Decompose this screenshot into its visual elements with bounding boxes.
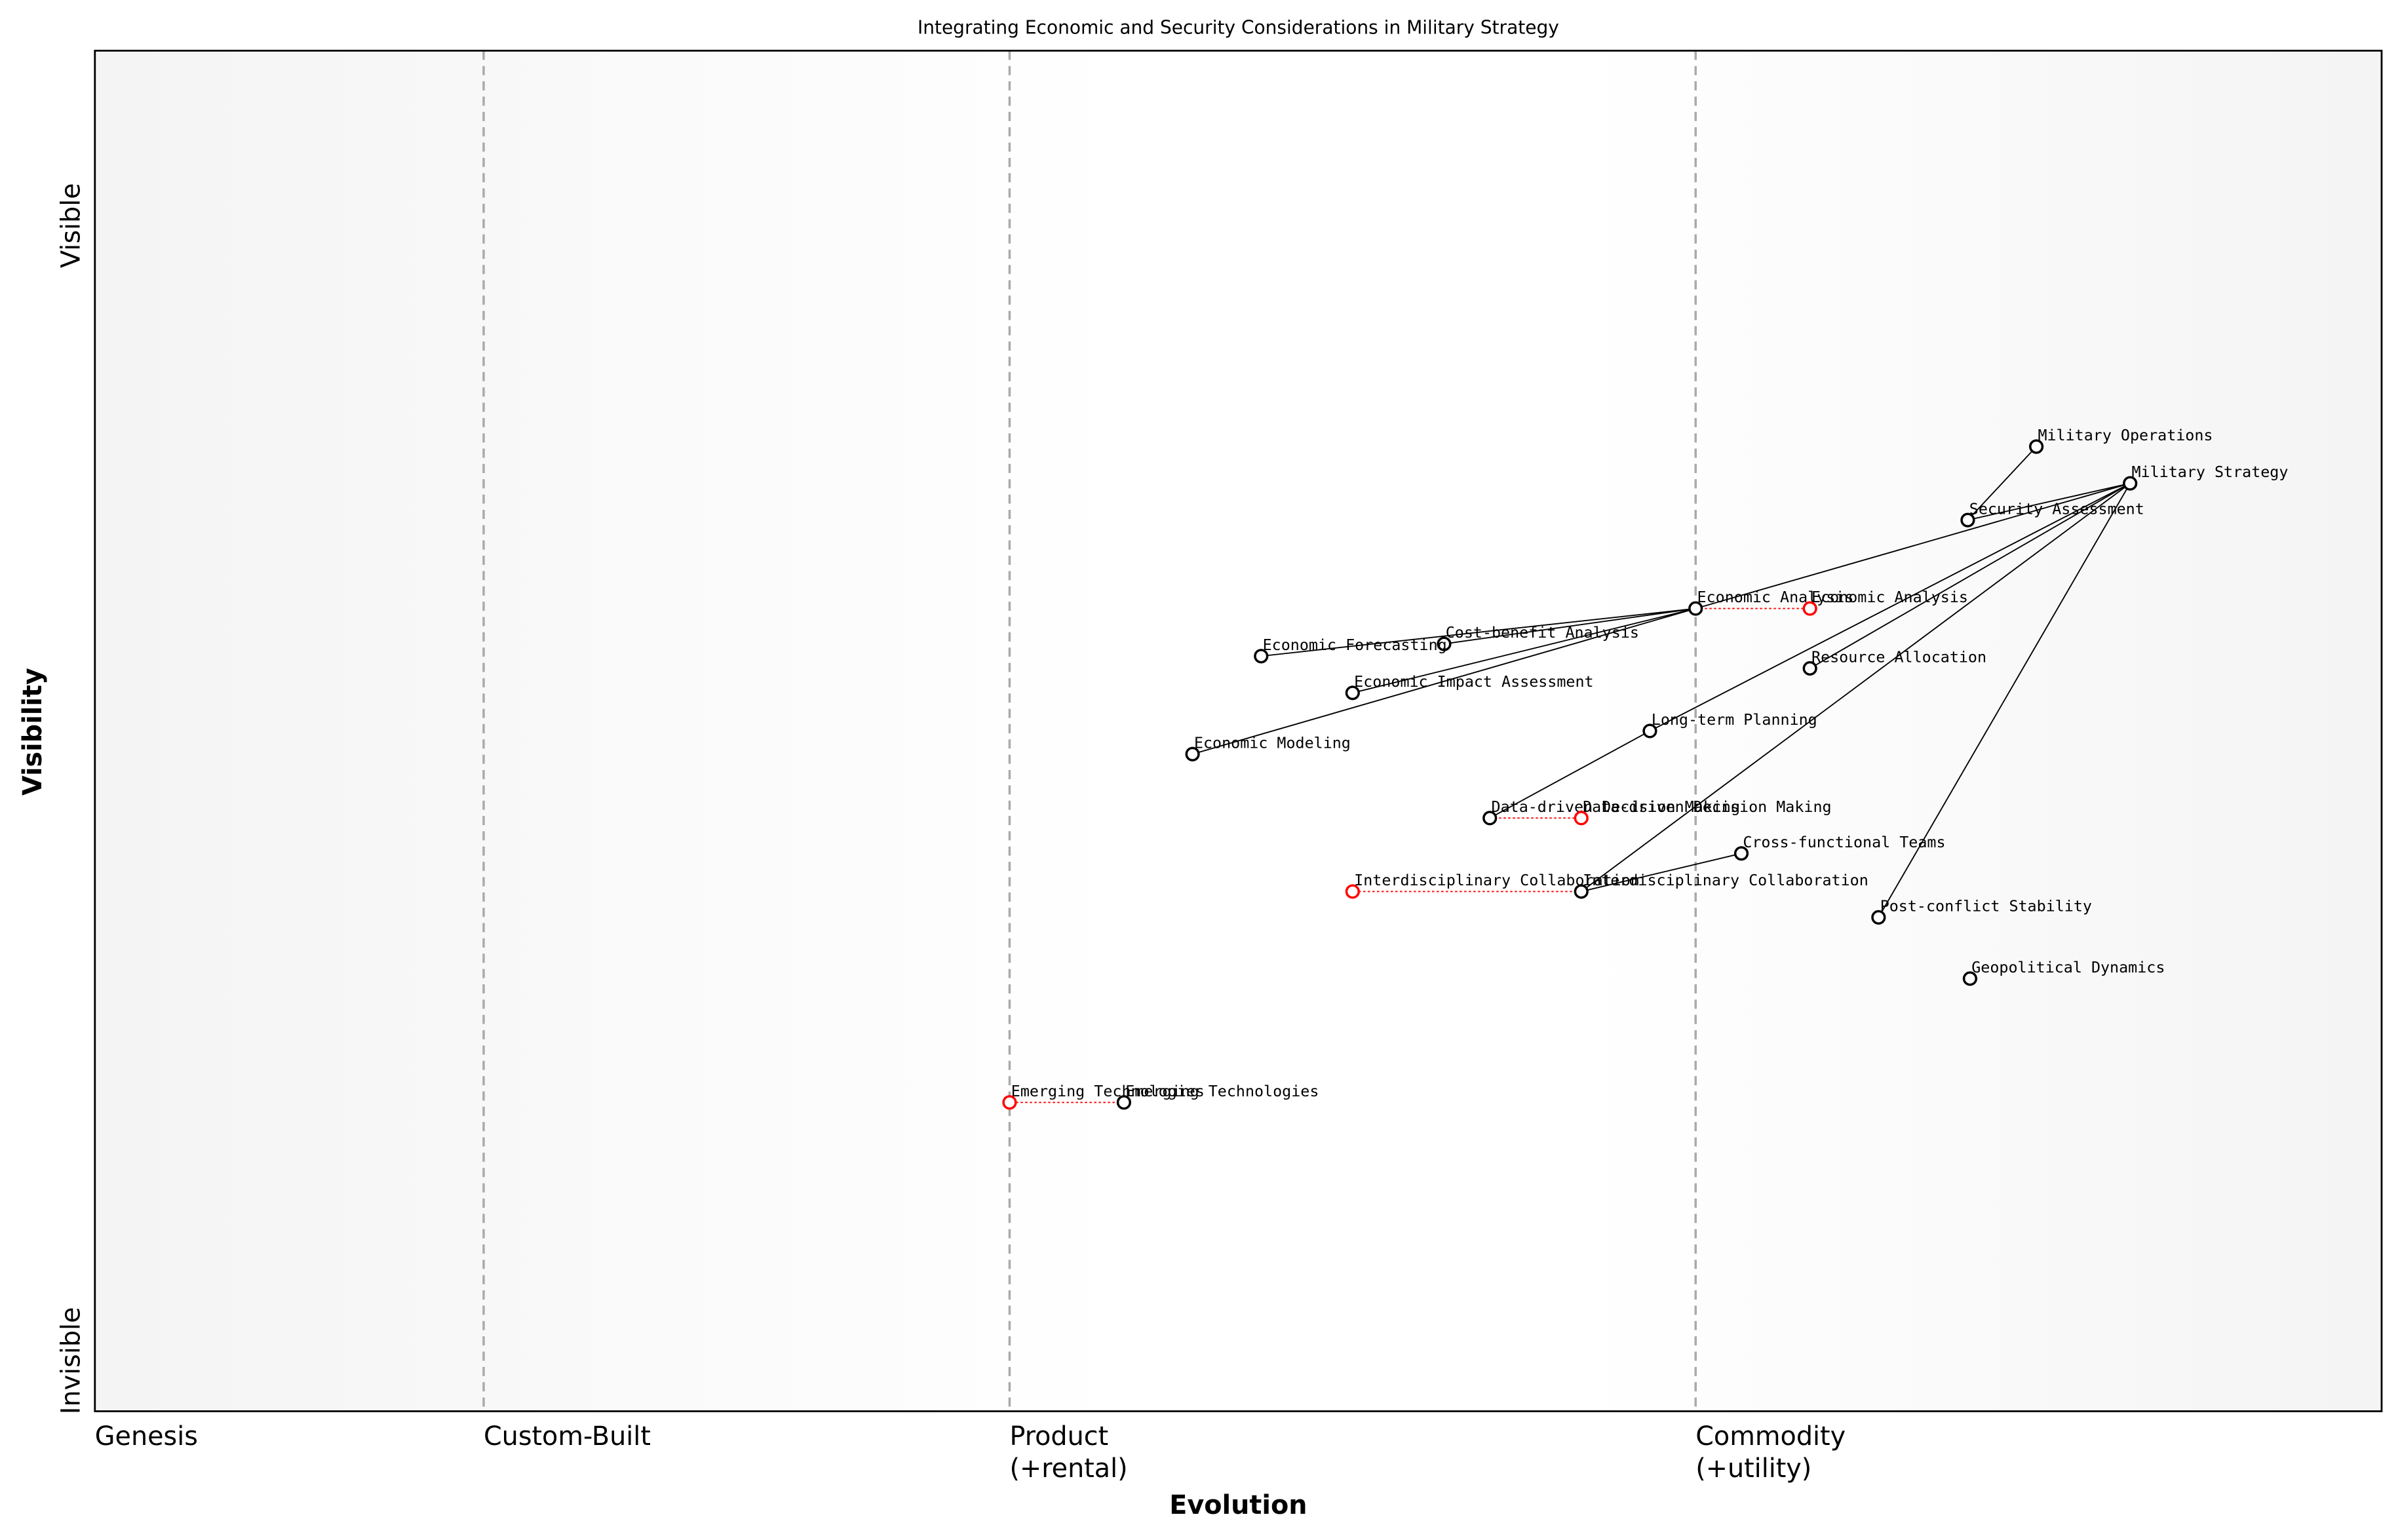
stage-label: (+utility) xyxy=(1695,1453,1811,1484)
link xyxy=(1192,607,1696,755)
component xyxy=(1802,661,1817,676)
component xyxy=(1116,1095,1132,1110)
component xyxy=(1254,649,1269,664)
stage-label: Commodity xyxy=(1695,1421,1846,1452)
component xyxy=(1688,601,1703,616)
evolved-component xyxy=(1002,1095,1017,1110)
component-label: Economic Modeling xyxy=(1194,733,1351,752)
plot-frame xyxy=(94,49,2383,1412)
title: Integrating Economic and Security Consid… xyxy=(918,17,1559,39)
evolved-component xyxy=(1802,601,1817,616)
component xyxy=(2123,476,2138,491)
component-label: Geopolitical Dynamics xyxy=(1971,958,2165,976)
link xyxy=(1695,482,2131,609)
plot-background xyxy=(94,50,2382,1412)
link xyxy=(1352,607,1696,694)
component-label: Post-conflict Stability xyxy=(1880,897,2092,915)
evolved-component xyxy=(1574,811,1589,826)
link xyxy=(1489,730,1650,819)
y-top-label: Visible xyxy=(56,183,86,268)
component xyxy=(1437,636,1452,651)
evolved-component xyxy=(1345,884,1360,899)
component-label: Economic Impact Assessment xyxy=(1354,672,1593,691)
component xyxy=(1185,746,1200,761)
component-label: Military Strategy xyxy=(2132,463,2289,481)
component xyxy=(1345,685,1360,701)
component-label: Long-term Planning xyxy=(1652,710,1817,729)
evolved-label: Data-driven Decision Making xyxy=(1583,798,1831,816)
component-label: Military Operations xyxy=(2038,426,2213,444)
link xyxy=(1967,482,2131,521)
component-label: Emerging Technologies xyxy=(1125,1082,1319,1100)
component xyxy=(1962,971,1978,986)
component xyxy=(1960,512,1975,528)
link xyxy=(1878,483,2131,918)
component-label: Security Assessment xyxy=(1969,499,2144,518)
component xyxy=(1871,910,1886,925)
component xyxy=(1733,846,1749,861)
component xyxy=(1574,884,1589,899)
stage-label: Genesis xyxy=(95,1421,198,1452)
y-bottom-label: Invisible xyxy=(56,1307,86,1415)
map-layer: Genesis Custom-Built Product(+rental) Commo… xyxy=(95,50,2289,1484)
component-label: Economic Analysis xyxy=(1697,588,1854,606)
link xyxy=(1967,446,2037,521)
link xyxy=(1650,482,2131,732)
x-axis-label: Evolution xyxy=(1169,1490,1307,1520)
component xyxy=(1642,723,1657,739)
y-axis-label: Visibility xyxy=(18,668,48,796)
evolved-label: Interdisciplinary Collaboration xyxy=(1354,871,1640,889)
component xyxy=(2029,439,2044,454)
evolved-label: Emerging Technologies xyxy=(1011,1082,1205,1100)
component-label: Cost-benefit Analysis xyxy=(1446,623,1639,642)
link xyxy=(1261,607,1696,657)
link xyxy=(1581,853,1742,893)
component-label: Resource Allocation xyxy=(1811,648,1986,666)
component-label: Cross-functional Teams xyxy=(1743,833,1945,851)
component-label: Data-driven Decision Making xyxy=(1492,798,1740,816)
stage-label: Product xyxy=(1009,1421,1108,1452)
link xyxy=(1810,482,2131,669)
component-label: Interdisciplinary Collaboration xyxy=(1583,871,1868,889)
component-label: Economic Forecasting xyxy=(1263,636,1447,654)
evolved-label: Economic Analysis xyxy=(1811,588,1968,606)
component xyxy=(1482,811,1498,826)
link xyxy=(1444,607,1696,645)
link xyxy=(1581,482,2131,893)
stage-label: (+rental) xyxy=(1009,1453,1127,1484)
stage-label: Custom-Built xyxy=(484,1421,651,1452)
